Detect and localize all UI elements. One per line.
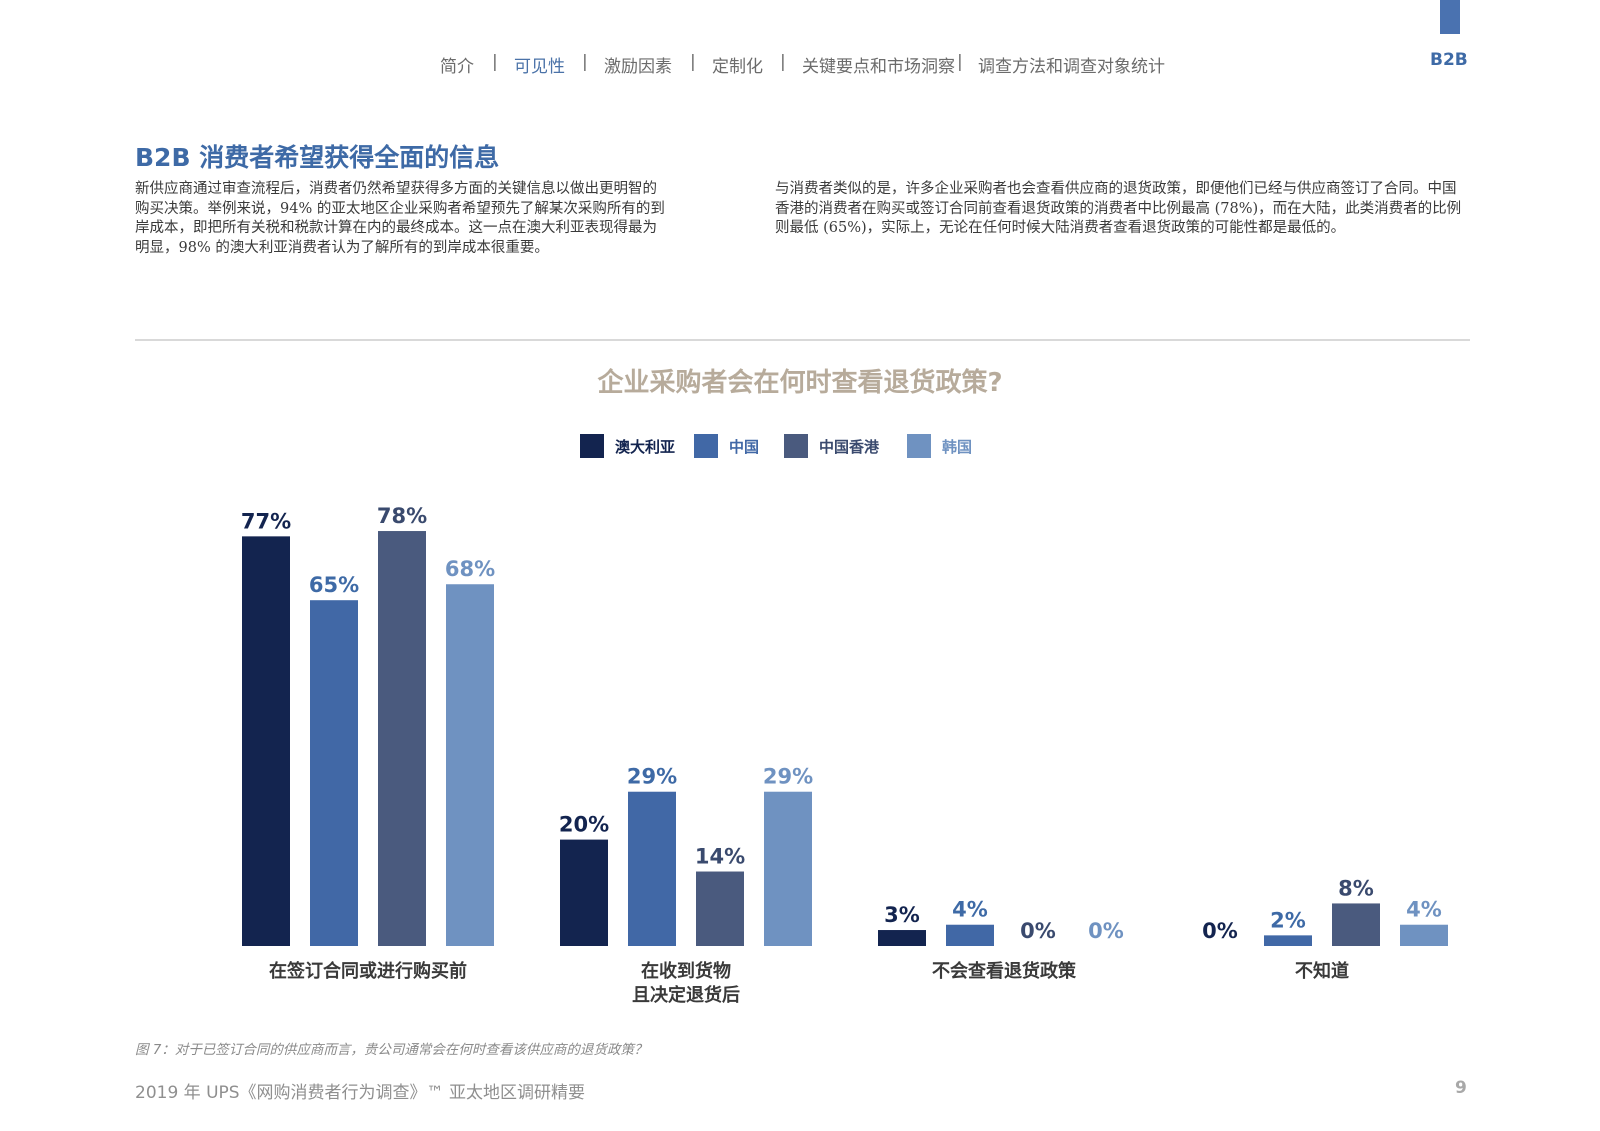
nav-separator: | [582,52,588,72]
data-label-1-2: 4% [952,898,988,922]
bar-1-0 [310,600,358,946]
chart-title: 企业采购者会在何时查看退货政策? [597,368,1003,398]
legend-swatch [907,434,931,458]
data-label-1-1: 29% [627,765,677,789]
legend-swatch [784,434,808,458]
top-navigation: 简介 | 可见性 | 激励因素 | 定制化 | 关键要点和市场洞察 | 调查方法… [0,48,1600,78]
legend-label: 中国 [729,437,760,456]
legend-item: 中国香港 [784,434,879,458]
category-label-1: 在收到货物 [641,960,731,982]
footer-text: 2019 年 UPS《网购消费者行为调查》™ 亚太地区调研精要 [135,1083,585,1103]
data-label-2-1: 14% [695,845,745,869]
data-label-1-3: 2% [1270,908,1306,932]
bar-3-0 [446,584,494,946]
bar-1-3 [1264,935,1312,946]
page-number: 9 [1455,1078,1467,1098]
section-divider [135,339,1470,341]
paragraph-right: 与消费者类似的是，许多企业采购者也会查看供应商的退货政策，即便他们已经与供应商签… [775,181,1462,236]
data-label-2-2: 0% [1020,919,1056,943]
nav-separator: | [492,52,498,72]
data-label-1-0: 65% [309,573,359,597]
data-label-0-3: 0% [1202,919,1238,943]
corner-tab [1440,0,1460,34]
data-label-0-2: 3% [884,903,920,927]
legend-swatch [694,434,718,458]
data-label-0-0: 77% [241,509,291,533]
legend-item: 中国 [694,434,759,458]
bar-2-0 [378,531,426,946]
bar-3-1 [764,791,812,946]
legend-label: 澳大利亚 [615,437,676,456]
section-tag: B2B [1430,50,1468,70]
legend-item: 澳大利亚 [580,434,675,458]
bar-0-1 [560,839,608,946]
legend-label: 中国香港 [819,437,880,456]
nav-separator: | [690,52,696,72]
nav-item-customization[interactable]: 定制化 [712,57,763,77]
data-label-3-1: 29% [763,765,813,789]
chart-legend: 澳大利亚 中国 中国香港 韩国 [0,434,1600,458]
legend-swatch [580,434,604,458]
bar-1-2 [946,924,994,946]
nav-item-methodology[interactable]: 调查方法和调查对象统计 [978,57,1165,77]
bar-2-1 [696,871,744,946]
legend-label: 韩国 [942,437,973,456]
data-label-2-0: 78% [377,504,427,528]
category-label-0: 在签订合同或进行购买前 [269,960,467,982]
nav-item-intro[interactable]: 简介 [440,57,474,77]
legend-item: 韩国 [907,434,972,458]
nav-item-incentives[interactable]: 激励因素 [604,57,672,77]
nav-separator: | [780,52,786,72]
data-label-3-2: 0% [1088,919,1124,943]
bar-0-2 [878,930,926,946]
category-label-3: 不知道 [1295,960,1349,982]
category-label-2: 不会查看退货政策 [932,960,1077,982]
data-label-3-3: 4% [1406,898,1442,922]
data-label-0-1: 20% [559,813,609,837]
figure-caption: 图 7：对于已签订合同的供应商而言，贵公司通常会在何时查看该供应商的退货政策？ [135,1042,648,1058]
category-label-1: 且决定退货后 [632,984,740,1006]
nav-item-key-insights[interactable]: 关键要点和市场洞察 [802,57,955,77]
bar-0-0 [242,536,290,946]
bar-1-1 [628,791,676,946]
data-label-2-3: 8% [1338,876,1374,900]
data-label-3-0: 68% [445,557,495,581]
nav-separator: | [957,52,963,72]
paragraph-left: 新供应商通过审查流程后，消费者仍然希望获得多方面的关键信息以做出更明智的购买决策… [135,181,665,256]
nav-item-visibility[interactable]: 可见性 [514,57,565,77]
bar-3-3 [1400,924,1448,946]
section-heading: B2B 消费者希望获得全面的信息 [135,143,500,172]
bar-2-3 [1332,903,1380,946]
